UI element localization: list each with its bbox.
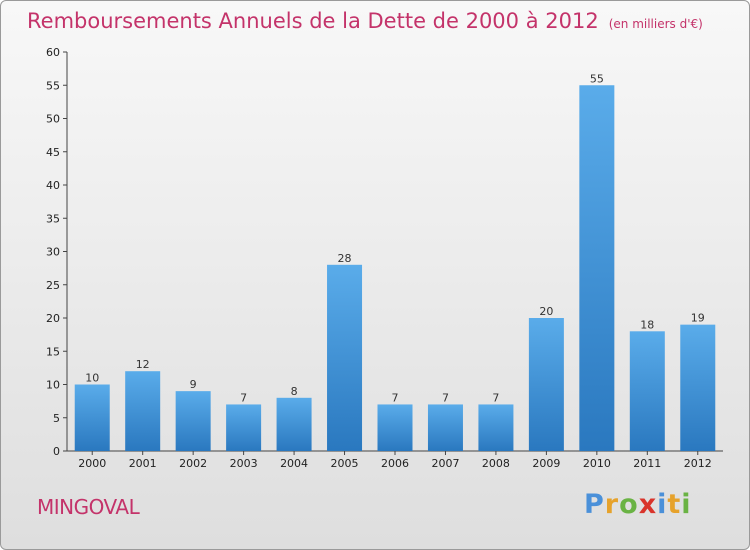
x-tick-label: 2012 [684, 457, 712, 470]
x-tick-label: 2007 [431, 457, 459, 470]
y-tick-label: 10 [46, 379, 60, 392]
y-tick-label: 50 [46, 113, 60, 126]
bar [528, 318, 564, 451]
bar-value-label: 28 [338, 252, 352, 265]
x-tick-label: 2006 [381, 457, 409, 470]
logo-letter: i [657, 489, 668, 520]
bar [478, 404, 514, 451]
logo-letter: t [667, 489, 682, 520]
bar-value-label: 9 [190, 378, 197, 391]
y-tick-label: 0 [53, 445, 60, 458]
bar [125, 371, 161, 451]
x-tick-label: 2005 [331, 457, 359, 470]
y-tick-label: 25 [46, 279, 60, 292]
bar [680, 324, 716, 451]
commune-name: MINGOVAL [37, 495, 140, 519]
bar [377, 404, 413, 451]
logo-letter: P [584, 489, 605, 520]
bar-value-label: 7 [392, 391, 399, 404]
bars: 10 12 9 7 8 28 7 7 7 20 55 18 19 [74, 72, 716, 451]
bar [579, 85, 615, 451]
y-tick-label: 30 [46, 246, 60, 259]
bar-value-label: 19 [691, 312, 705, 325]
x-tick-label: 2000 [78, 457, 106, 470]
bar-value-label: 20 [539, 305, 553, 318]
chart-title-text: Remboursements Annuels de la Dette de 20… [27, 9, 599, 33]
bar [276, 397, 312, 451]
bar-value-label: 55 [590, 72, 604, 85]
x-tick-label: 2009 [532, 457, 560, 470]
bar [74, 384, 110, 451]
bar [226, 404, 262, 451]
y-tick-label: 60 [46, 46, 60, 59]
bar [327, 264, 363, 451]
bar [175, 391, 211, 451]
chart-unit: (en milliers d'€) [608, 17, 703, 31]
bar-value-label: 7 [240, 391, 247, 404]
y-tick-label: 45 [46, 146, 60, 159]
logo-letter: x [638, 489, 658, 520]
chart-title: Remboursements Annuels de la Dette de 20… [27, 9, 703, 33]
proxiti-logo: Proxiti [584, 489, 692, 520]
bar-value-label: 12 [136, 358, 150, 371]
y-tick-label: 55 [46, 79, 60, 92]
y-tick-label: 20 [46, 312, 60, 325]
bar-value-label: 7 [492, 391, 499, 404]
x-tick-label: 2002 [179, 457, 207, 470]
x-tick-label: 2004 [280, 457, 308, 470]
axes: 0 5 10 15 20 25 30 35 40 45 50 55 60 2000 2001 2002 2003… [46, 46, 723, 470]
x-tick-label: 2008 [482, 457, 510, 470]
bar-value-label: 7 [442, 391, 449, 404]
y-tick-label: 40 [46, 179, 60, 192]
bar-value-label: 10 [85, 372, 99, 385]
x-tick-label: 2001 [129, 457, 157, 470]
bar-value-label: 8 [291, 385, 298, 398]
y-tick-label: 15 [46, 345, 60, 358]
bar-value-label: 18 [640, 318, 654, 331]
logo-letter: r [604, 489, 620, 520]
bar [629, 331, 665, 451]
x-tick-label: 2011 [633, 457, 661, 470]
logo-letter: i [681, 489, 692, 520]
bar [427, 404, 463, 451]
x-tick-label: 2010 [583, 457, 611, 470]
y-tick-label: 35 [46, 212, 60, 225]
x-tick-label: 2003 [230, 457, 258, 470]
logo-letter: o [619, 489, 639, 520]
y-tick-label: 5 [53, 412, 60, 425]
